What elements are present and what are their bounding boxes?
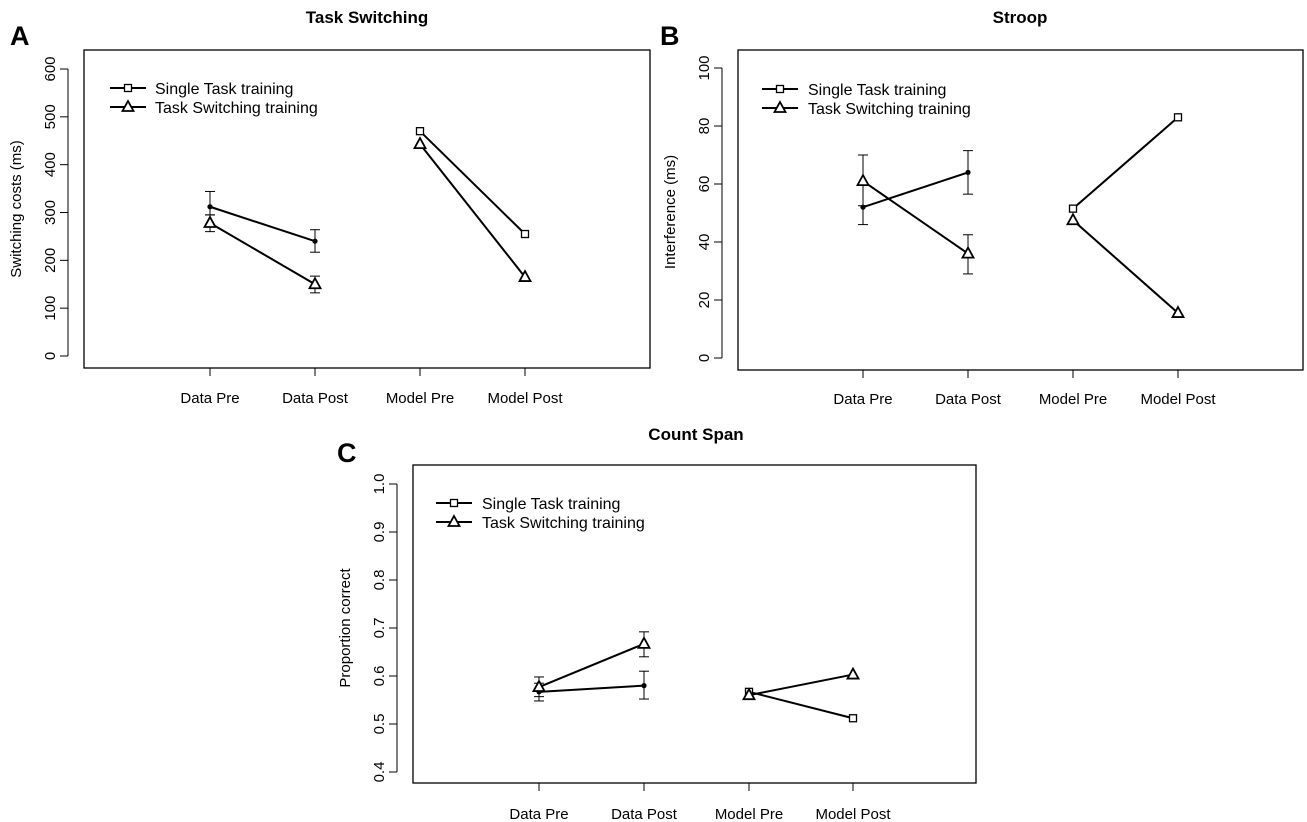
plot-area: 0.4 0.5 0.6 0.7 0.8 0.9 1.0 Data Pre Data Post Mo… (371, 474, 891, 822)
y-tick-label: 60 (696, 176, 713, 193)
series-line (748, 690, 854, 720)
x-tick-label: Data Post (282, 390, 349, 407)
panel-b: B Stroop Interference (ms) 0 20 40 60 80 100 D… (660, 8, 1304, 408)
y-axis-label: Switching costs (ms) (8, 140, 25, 278)
y-tick-label: 0 (42, 352, 59, 360)
legend-square-marker (123, 83, 133, 93)
data-point (960, 245, 976, 259)
x-tick-label: Data Pre (180, 390, 239, 407)
series-line (538, 642, 645, 688)
panel-letter-b: B (660, 21, 680, 51)
y-tick-label: 600 (42, 56, 59, 81)
y-tick-label: 0.4 (371, 762, 388, 783)
y-tick-label: 200 (42, 248, 59, 273)
x-tick-label: Model Pre (386, 390, 454, 407)
y-axis-label: Proportion correct (337, 568, 354, 688)
legend-label: Task Switching training (482, 515, 645, 532)
data-point (845, 666, 861, 680)
y-tick-label: 40 (696, 234, 713, 251)
series-line (419, 130, 526, 235)
data-point (1173, 113, 1183, 122)
y-tick-label: 0.9 (371, 522, 388, 543)
series-line (1072, 219, 1179, 314)
y-tick-label: 0.5 (371, 714, 388, 735)
y-tick-label: 80 (696, 118, 713, 135)
x-tick-label: Model Post (815, 806, 891, 822)
data-point (207, 204, 213, 210)
data-point (636, 635, 652, 649)
y-tick-label: 500 (42, 104, 59, 129)
y-tick-label: 0 (696, 354, 713, 362)
legend-label: Task Switching training (155, 100, 318, 117)
legend-square-marker (449, 498, 459, 508)
data-point (741, 687, 757, 701)
series-line (862, 180, 969, 255)
series-line (862, 171, 969, 209)
plot-area: 0 20 40 60 80 100 Data Pre Data Post Model Pre Mo… (696, 55, 1216, 408)
legend-triangle-marker (772, 100, 788, 113)
x-tick-label: Model Pre (1039, 391, 1107, 408)
legend: Single Task training Task Switching trai… (436, 496, 645, 532)
chart-title: Stroop (993, 8, 1048, 27)
series-line (538, 684, 645, 693)
y-tick-label: 400 (42, 152, 59, 177)
x-tick-label: Data Post (611, 806, 678, 822)
panel-letter-a: A (10, 21, 30, 51)
data-point (855, 173, 871, 187)
data-point (848, 714, 858, 723)
data-point (531, 679, 547, 692)
data-point (520, 229, 530, 239)
series-line (209, 222, 316, 286)
data-point (307, 276, 323, 290)
panel-letter-c: C (337, 438, 357, 468)
legend-label: Task Switching training (808, 101, 971, 118)
series-line (209, 205, 316, 243)
panel-a: A Task Switching Switching costs (ms) 0 1… (8, 8, 651, 407)
x-tick-label: Model Post (1140, 391, 1216, 408)
legend-square-marker (775, 84, 785, 94)
series-line (748, 673, 854, 697)
legend-label: Single Task training (482, 496, 620, 513)
x-tick-label: Data Pre (509, 806, 568, 822)
x-tick-label: Data Post (935, 391, 1002, 408)
data-point (412, 136, 428, 149)
data-point (517, 269, 533, 282)
data-point (312, 238, 318, 244)
data-point (1068, 204, 1078, 213)
y-tick-label: 300 (42, 200, 59, 225)
y-tick-label: 0.6 (371, 666, 388, 687)
chart-title: Task Switching (306, 8, 429, 27)
legend-label: Single Task training (155, 81, 293, 98)
data-point (415, 127, 425, 136)
y-tick-label: 0.8 (371, 570, 388, 591)
y-tick-label: 1.0 (371, 474, 388, 495)
data-point (1170, 305, 1186, 318)
data-point (202, 215, 218, 228)
series-line (1072, 116, 1179, 210)
x-tick-label: Model Post (487, 390, 563, 407)
data-point (1065, 212, 1081, 226)
data-point (641, 683, 647, 689)
legend-triangle-marker (446, 514, 462, 527)
x-tick-label: Data Pre (833, 391, 892, 408)
x-tick-label: Model Pre (715, 806, 783, 822)
legend: Single Task training Task Switching trai… (110, 81, 318, 117)
y-axis-label: Interference (ms) (662, 155, 679, 269)
legend-triangle-marker (120, 99, 136, 112)
plot-area: 0 100 200 300 400 500 600 Data Pre Data Post Mode… (42, 56, 563, 407)
data-point (965, 169, 971, 175)
series-line (419, 143, 526, 278)
y-tick-label: 100 (42, 296, 59, 321)
legend-label: Single Task training (808, 82, 946, 99)
y-tick-label: 100 (696, 55, 713, 80)
y-tick-label: 0.7 (371, 618, 388, 639)
y-tick-label: 20 (696, 292, 713, 309)
chart-title: Count Span (648, 425, 743, 444)
legend: Single Task training Task Switching trai… (762, 82, 971, 118)
panel-c: C Count Span Proportion correct 0.40.50.… (337, 425, 977, 822)
